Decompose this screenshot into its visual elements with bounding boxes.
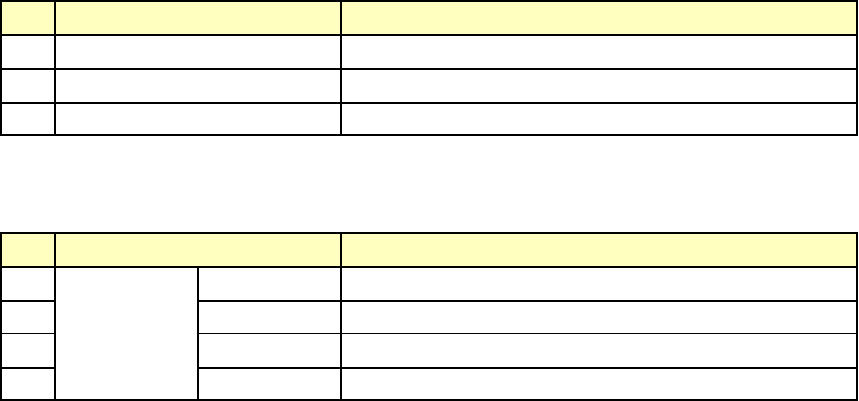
column-divider <box>54 234 56 399</box>
merged-cell <box>56 268 197 399</box>
column-divider <box>197 268 199 399</box>
row-divider <box>2 367 54 369</box>
row-divider <box>197 300 856 302</box>
row-divider <box>197 333 856 334</box>
column-divider <box>340 234 342 399</box>
row-divider <box>2 300 54 302</box>
table-row <box>2 104 856 136</box>
row-divider <box>2 266 856 268</box>
table-2-header-row <box>2 234 856 266</box>
row-divider <box>2 102 856 104</box>
table-1-header-row <box>2 2 856 34</box>
row-divider <box>2 34 856 36</box>
column-divider <box>54 2 56 134</box>
row-divider <box>2 68 856 70</box>
column-divider <box>340 2 342 134</box>
row-divider <box>2 333 54 334</box>
table-1 <box>0 0 858 136</box>
row-divider <box>197 367 856 369</box>
table-2 <box>0 232 858 401</box>
table-row <box>2 70 856 102</box>
table-row <box>2 36 856 68</box>
